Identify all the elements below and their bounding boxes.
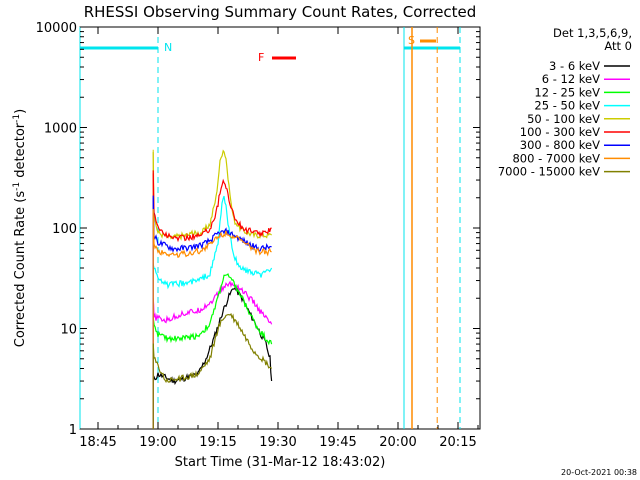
x-tick-label: 18:45 <box>79 435 116 450</box>
x-tick-label: 19:45 <box>319 435 356 450</box>
series-line-3 <box>152 195 273 290</box>
legend-label-0: 3 - 6 keV <box>549 59 600 73</box>
flare-label: F <box>258 51 264 64</box>
series-line-1 <box>152 280 273 325</box>
annotations-layer: N S F <box>79 27 461 429</box>
legend-label-8: 7000 - 15000 keV <box>498 165 600 179</box>
legend-label-4: 50 - 100 keV <box>527 112 600 126</box>
x-tick-label: 20:00 <box>379 435 416 450</box>
y-tick-label: 1000 <box>44 122 77 137</box>
series-line-5 <box>152 170 272 243</box>
x-tick-label: 19:30 <box>259 435 296 450</box>
series-line-7 <box>152 208 272 259</box>
series-line-8 <box>152 313 273 384</box>
y-axis-label-end: ) <box>13 109 28 114</box>
y-tick-label: 100 <box>52 222 77 237</box>
series-layer <box>152 149 273 429</box>
ticks-layer: 1 10 100 1000 10000 18:45 19:00 19:15 19:30 19:45… <box>36 21 480 450</box>
y-tick-label: 10000 <box>36 21 77 36</box>
legend-label-2: 12 - 25 keV <box>534 85 600 99</box>
legend-header-line-1: Det 1,3,5,6,9, <box>553 26 632 40</box>
x-tick-label: 20:15 <box>439 435 476 450</box>
legend-label-1: 6 - 12 keV <box>542 72 600 86</box>
legend-label-3: 25 - 50 keV <box>534 99 600 113</box>
chart-title: RHESSI Observing Summary Count Rates, Co… <box>84 3 477 21</box>
series-line-2 <box>152 273 273 346</box>
x-tick-label: 19:15 <box>199 435 236 450</box>
y-tick-label: 1 <box>69 423 77 438</box>
y-axis-label-sup2: -1 <box>12 114 22 123</box>
y-tick-label: 10 <box>60 323 77 338</box>
x-axis-label: Start Time (31-Mar-12 18:43:02) <box>175 455 386 470</box>
y-axis-label-sup1: -1 <box>12 182 22 191</box>
night-label: N <box>164 41 172 54</box>
legend-label-7: 800 - 7000 keV <box>512 151 600 165</box>
plot-frame <box>79 26 481 430</box>
legend-label-6: 300 - 800 keV <box>520 138 600 152</box>
y-axis-label-mid: detector <box>13 122 28 182</box>
y-axis-label-main: Corrected Count Rate (s <box>13 191 28 348</box>
series-line-0 <box>152 286 273 386</box>
x-tick-label: 19:00 <box>139 435 176 450</box>
legend-header-line-2: Att 0 <box>604 39 632 53</box>
series-line-4 <box>152 149 273 241</box>
legend-label-5: 100 - 300 keV <box>520 125 600 139</box>
saa-label: S <box>408 34 415 47</box>
timestamp: 20-Oct-2021 00:38 <box>561 468 637 477</box>
y-axis-label: Corrected Count Rate (s-1 detector-1) <box>12 109 28 347</box>
